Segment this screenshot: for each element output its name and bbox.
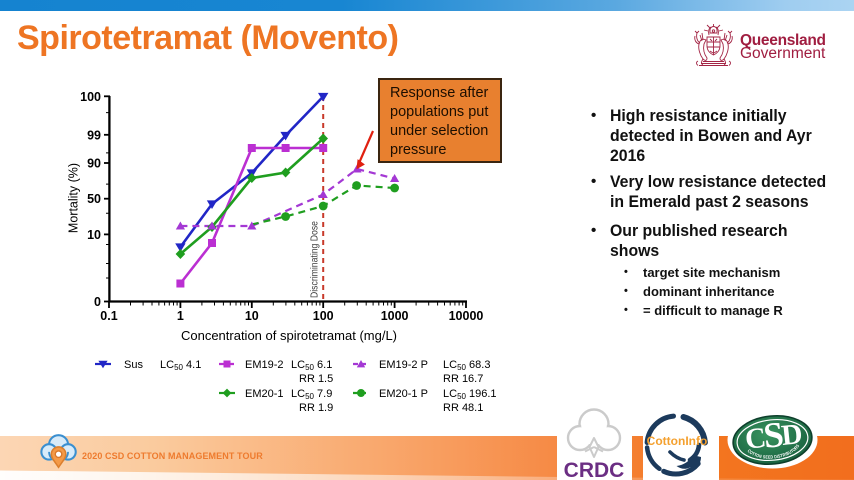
svg-text:RR 48.1: RR 48.1 bbox=[443, 402, 483, 414]
svg-text:LC50 196.1: LC50 196.1 bbox=[443, 388, 497, 401]
svg-text:Sus: Sus bbox=[124, 359, 143, 371]
svg-text:100: 100 bbox=[313, 309, 334, 323]
svg-text:1: 1 bbox=[177, 309, 184, 323]
svg-text:EM19-2: EM19-2 bbox=[245, 359, 284, 371]
svg-text:1000: 1000 bbox=[381, 309, 409, 323]
svg-text:LC50 4.1: LC50 4.1 bbox=[160, 359, 201, 372]
svg-text:RR 1.9: RR 1.9 bbox=[299, 402, 333, 414]
svg-text:LC50 68.3: LC50 68.3 bbox=[443, 359, 490, 372]
svg-text:0.1: 0.1 bbox=[100, 309, 117, 323]
svg-text:0: 0 bbox=[94, 295, 101, 309]
svg-text:10000: 10000 bbox=[449, 309, 484, 323]
svg-text:CRDC: CRDC bbox=[564, 459, 625, 480]
svg-text:Concentration of spirotetramat: Concentration of spirotetramat (mg/L) bbox=[181, 328, 397, 343]
svg-text:EM19-2 P: EM19-2 P bbox=[379, 359, 428, 371]
svg-text:10: 10 bbox=[245, 309, 259, 323]
svg-text:EM20-1: EM20-1 bbox=[245, 388, 284, 400]
svg-text:CottonInfo: CottonInfo bbox=[647, 434, 708, 448]
svg-text:10: 10 bbox=[87, 228, 101, 242]
svg-text:Mortality (%): Mortality (%) bbox=[67, 163, 81, 233]
svg-text:100: 100 bbox=[80, 90, 101, 104]
svg-text:90: 90 bbox=[87, 157, 101, 171]
svg-text:RR 1.5: RR 1.5 bbox=[299, 373, 333, 385]
svg-text:Discriminating Dose: Discriminating Dose bbox=[309, 221, 321, 298]
svg-text:LC50 6.1: LC50 6.1 bbox=[291, 359, 332, 372]
svg-text:EM20-1 P: EM20-1 P bbox=[379, 388, 428, 400]
svg-text:CSD: CSD bbox=[743, 412, 803, 458]
svg-text:99: 99 bbox=[87, 128, 101, 142]
svg-text:LC50 7.9: LC50 7.9 bbox=[291, 388, 332, 401]
svg-text:50: 50 bbox=[87, 192, 101, 206]
svg-text:RR 16.7: RR 16.7 bbox=[443, 373, 483, 385]
